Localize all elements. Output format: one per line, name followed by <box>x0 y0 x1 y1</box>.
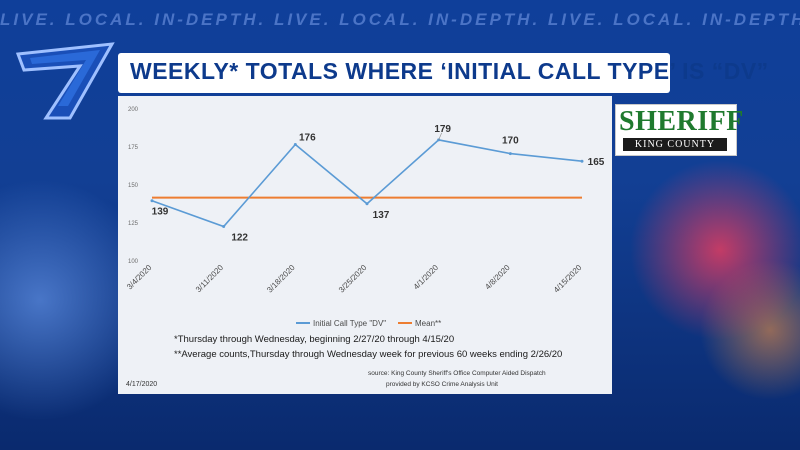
source-line-2: provided by KCSO Crime Analysis Unit <box>386 381 498 388</box>
dv-data-point <box>293 142 297 146</box>
dv-data-point <box>365 202 369 206</box>
x-tick-label: 4/1/2020 <box>412 263 441 292</box>
dv-data-point <box>150 199 154 203</box>
data-label: 179 <box>434 124 451 135</box>
footnote-1: *Thursday through Wednesday, beginning 2… <box>174 334 454 345</box>
footnote-2: **Average counts,Thursday through Wednes… <box>174 349 562 360</box>
data-label: 176 <box>299 132 316 143</box>
legend-label-mean: Mean** <box>415 319 441 328</box>
station-tagline: LIVE. LOCAL. IN-DEPTH. LIVE. LOCAL. IN-D… <box>0 10 800 29</box>
source-line-1: source: King County Sheriff's Office Com… <box>368 370 546 377</box>
data-label: 122 <box>231 233 248 244</box>
data-label-leader <box>438 132 442 141</box>
line-chart: 100 125 150 175 200 3/4/2020 3/11/2020 3/18/202… <box>125 107 605 388</box>
sheriff-badge-logo: SHERIFF KING COUNTY <box>615 104 744 156</box>
dv-data-point <box>508 152 512 156</box>
y-tick-label: 200 <box>128 107 139 113</box>
station-7-logo <box>15 42 115 120</box>
sheriff-word: SHERIFF <box>619 106 744 137</box>
x-tick-label: 4/15/2020 <box>552 263 584 295</box>
y-tick-label: 100 <box>128 259 139 265</box>
data-label: 165 <box>588 157 605 168</box>
y-tick-label: 125 <box>128 221 139 227</box>
headline-title: WEEKLY* TOTALS WHERE ‘INITIAL CALL TYPE’… <box>130 58 769 84</box>
x-tick-label: 4/8/2020 <box>483 263 512 292</box>
chart-date: 4/17/2020 <box>126 381 157 388</box>
data-label: 137 <box>373 210 390 221</box>
legend-label-dv: Initial Call Type "DV" <box>313 319 386 328</box>
dv-series-line <box>151 139 583 228</box>
x-tick-label: 3/4/2020 <box>125 263 154 292</box>
dv-data-point <box>222 225 226 229</box>
data-label: 139 <box>152 207 169 218</box>
headline-bar: WEEKLY* TOTALS WHERE ‘INITIAL CALL TYPE’… <box>118 53 768 93</box>
x-tick-label: 3/11/2020 <box>194 263 225 294</box>
y-tick-label: 150 <box>128 183 139 189</box>
dv-data-point <box>580 159 584 163</box>
data-label: 170 <box>502 136 519 147</box>
chart-panel: 100 125 150 175 200 3/4/2020 3/11/2020 3/18/202… <box>118 96 612 394</box>
y-tick-label: 175 <box>128 145 139 151</box>
x-tick-label: 3/18/2020 <box>265 263 297 295</box>
x-tick-label: 3/25/2020 <box>337 263 369 295</box>
sheriff-county: KING COUNTY <box>623 138 727 151</box>
